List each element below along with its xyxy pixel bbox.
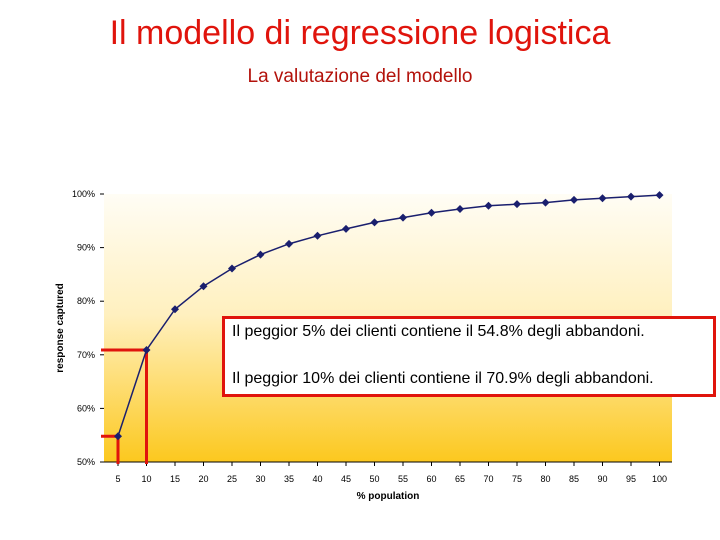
x-tick-label: 5 (115, 474, 120, 484)
series-line (117, 194, 660, 437)
x-tick-label: 30 (255, 474, 265, 484)
x-tick-label: 20 (198, 474, 208, 484)
y-tick-label: 90% (77, 243, 95, 253)
x-tick-label: 90 (597, 474, 607, 484)
x-tick-label: 55 (398, 474, 408, 484)
annotation-box: Il peggior 5% dei clienti contiene il 54… (222, 316, 716, 397)
data-point (570, 195, 578, 204)
data-point (627, 192, 635, 201)
x-tick-label: 45 (341, 474, 351, 484)
y-tick-label: 100% (72, 189, 95, 199)
annotation-line-1: Il peggior 5% dei clienti contiene il 54… (232, 323, 645, 340)
x-tick-label: 75 (512, 474, 522, 484)
annotation-line-2: Il peggior 10% dei clienti contiene il 7… (232, 370, 654, 387)
x-tick-label: 95 (626, 474, 636, 484)
x-tick-label: 65 (455, 474, 465, 484)
data-point (370, 218, 379, 227)
data-point (199, 282, 208, 291)
x-axis-label: % population (357, 491, 420, 502)
data-point (228, 264, 236, 273)
data-point (484, 201, 493, 210)
y-tick-label: 70% (77, 350, 95, 360)
data-point (513, 200, 521, 209)
data-point (427, 208, 436, 217)
x-tick-label: 40 (312, 474, 322, 484)
data-point (142, 345, 151, 354)
x-tick-label: 10 (141, 474, 151, 484)
data-point (313, 231, 322, 240)
x-tick-label: 85 (569, 474, 579, 484)
data-point (456, 205, 464, 214)
x-tick-label: 80 (540, 474, 550, 484)
data-point (598, 194, 607, 203)
x-tick-label: 50 (369, 474, 379, 484)
data-point (399, 213, 407, 222)
page-title: Il modello di regressione logistica (109, 14, 611, 52)
y-tick-label: 50% (77, 457, 95, 467)
x-tick-label: 15 (170, 474, 180, 484)
data-point (285, 239, 293, 248)
y-tick-label: 60% (77, 403, 95, 413)
x-tick-label: 35 (284, 474, 294, 484)
x-tick-label: 70 (483, 474, 493, 484)
y-tick-label: 80% (77, 296, 95, 306)
x-tick-label: 25 (227, 474, 237, 484)
data-point (655, 191, 664, 200)
data-point (342, 224, 350, 233)
x-tick-label: 60 (426, 474, 436, 484)
data-point (171, 305, 179, 314)
data-point (541, 198, 550, 207)
data-point (114, 432, 122, 441)
y-axis-label: response captured (55, 283, 66, 372)
page-subtitle: La valutazione del modello (247, 66, 473, 87)
data-point (256, 250, 265, 259)
x-tick-label: 100 (652, 474, 667, 484)
